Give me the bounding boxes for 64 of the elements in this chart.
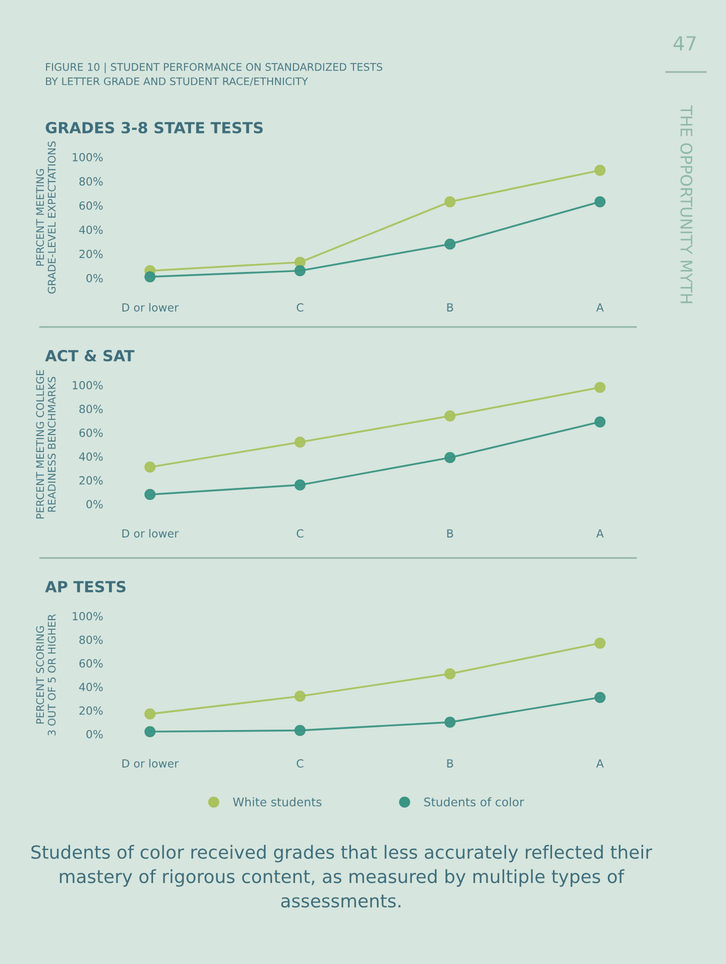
point bbox=[144, 271, 156, 282]
y-axis-title: PERCENT MEETING GRADE-LEVEL EXPECTATIONS bbox=[36, 141, 56, 294]
point bbox=[594, 416, 606, 428]
point bbox=[594, 382, 606, 393]
point bbox=[444, 410, 456, 422]
x-tick-label: A bbox=[596, 303, 604, 312]
y-tick-label: 20% bbox=[79, 706, 103, 715]
text: Students of color received grades that less accurately reflected their mastery of rigorous content, as measured by multiple types of assessments. bbox=[31, 844, 652, 908]
point bbox=[294, 724, 306, 736]
x-tick-label: A bbox=[596, 529, 604, 538]
y-tick-label: 80% bbox=[79, 636, 103, 644]
text: 47 bbox=[674, 36, 696, 50]
point bbox=[144, 726, 156, 738]
y-tick-label: 0% bbox=[86, 500, 103, 508]
x-tick-label: C bbox=[296, 529, 304, 538]
point bbox=[294, 436, 306, 448]
point bbox=[444, 196, 456, 208]
point bbox=[144, 708, 156, 720]
y-tick-label: 100% bbox=[72, 380, 103, 390]
x-tick-label: C bbox=[296, 303, 304, 312]
caption: FIGURE 10 | STUDENT PERFORMANCE ON STANDARDIZED TESTS BY LETTER GRADE AND STUDENT RACE/ETHNICITY bbox=[46, 62, 382, 86]
chart-title: AP TESTS bbox=[45, 580, 126, 592]
legend-label: Students of color bbox=[424, 797, 524, 806]
x-tick-label: D or lower bbox=[122, 759, 179, 768]
x-tick-label: D or lower bbox=[122, 529, 179, 538]
y-tick-label: 60% bbox=[79, 201, 103, 210]
x-tick-label: B bbox=[447, 303, 454, 312]
y-tick-label: 40% bbox=[79, 452, 103, 461]
y-tick-label: 40% bbox=[79, 226, 103, 234]
y-tick-label: 0% bbox=[86, 274, 103, 282]
x-tick-label: C bbox=[296, 759, 304, 768]
point bbox=[594, 196, 606, 208]
chart-title: GRADES 3-8 STATE TESTS bbox=[46, 122, 263, 134]
point bbox=[444, 452, 456, 464]
y-tick-label: 100% bbox=[72, 152, 103, 162]
point bbox=[444, 238, 456, 250]
y-tick-label: 60% bbox=[79, 659, 103, 668]
y-axis-title: PERCENT MEETING COLLEGE READINESS BENCHMARKS bbox=[36, 370, 56, 518]
x-tick-label: D or lower bbox=[122, 303, 179, 312]
y-tick-label: 20% bbox=[79, 250, 103, 258]
point bbox=[444, 716, 456, 728]
y-tick-label: 80% bbox=[79, 404, 103, 414]
legend-label: White students bbox=[233, 797, 322, 806]
y-tick-label: 60% bbox=[79, 428, 103, 437]
point bbox=[294, 690, 306, 702]
y-tick-label: 20% bbox=[79, 476, 103, 485]
y-axis-title: PERCENT SCORING 3 OUT OF 5 OR HIGHER bbox=[36, 614, 56, 736]
point bbox=[594, 638, 606, 649]
text: THE OPPORTUNITY MYTH bbox=[680, 105, 692, 304]
x-tick-label: A bbox=[596, 759, 604, 768]
point bbox=[144, 462, 156, 473]
point bbox=[594, 692, 606, 703]
point bbox=[144, 488, 156, 500]
point bbox=[594, 164, 606, 176]
point bbox=[444, 668, 456, 680]
y-tick-label: 100% bbox=[72, 612, 103, 620]
y-tick-label: 0% bbox=[86, 730, 103, 738]
y-tick-label: 80% bbox=[79, 177, 103, 186]
x-tick-label: B bbox=[447, 529, 454, 538]
point bbox=[294, 479, 306, 491]
x-tick-label: B bbox=[447, 759, 454, 768]
y-tick-label: 40% bbox=[79, 682, 103, 692]
chart-title: ACT & SAT bbox=[45, 350, 134, 362]
point bbox=[294, 265, 306, 276]
